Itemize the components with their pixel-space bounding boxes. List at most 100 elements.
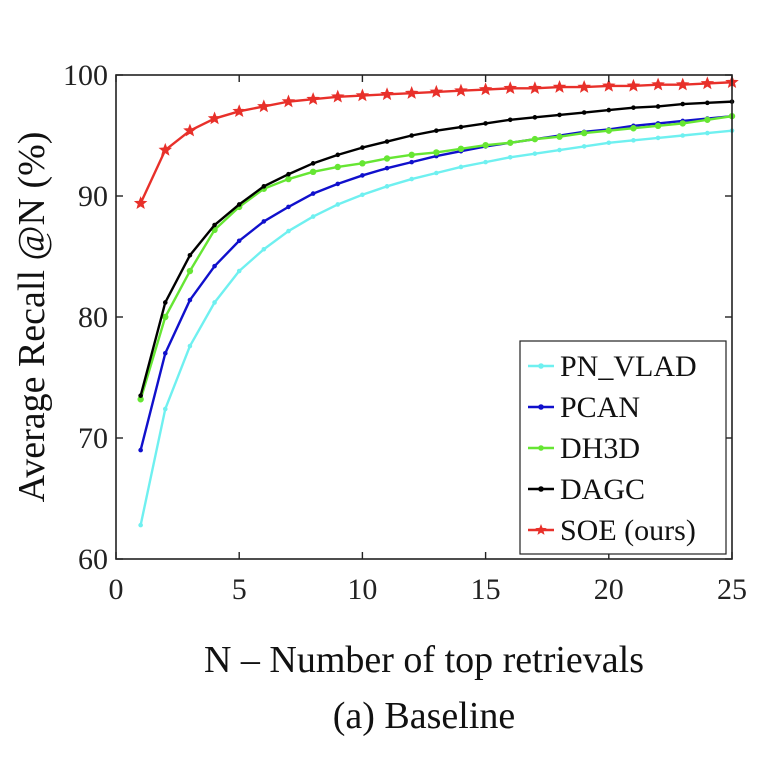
series-point <box>285 175 292 183</box>
series-4 <box>133 75 739 209</box>
series-point <box>261 219 267 224</box>
series-point <box>261 246 267 252</box>
axes: 0 5 10 15 20 25 60 70 80 90 100 <box>63 59 747 606</box>
series-point <box>457 145 465 153</box>
y-tick-label: 90 <box>78 180 108 213</box>
series-point <box>655 104 661 109</box>
series-point <box>602 78 616 92</box>
series-point <box>680 133 686 138</box>
series-point <box>630 125 637 132</box>
series-point <box>309 168 317 175</box>
series-point <box>383 155 391 162</box>
series-point <box>552 80 567 93</box>
series-point <box>187 297 193 303</box>
series-point <box>310 191 316 196</box>
series-point <box>581 110 587 115</box>
series-point <box>557 112 562 118</box>
series-point <box>409 133 414 138</box>
series-point <box>700 76 715 90</box>
series-point <box>281 94 296 108</box>
x-axis-title: N – Number of top retrievals <box>204 639 644 681</box>
series-point <box>507 154 513 160</box>
series-point <box>162 351 168 356</box>
series-point <box>705 130 710 136</box>
legend-swatch-marker <box>538 486 544 492</box>
series-point <box>483 159 488 165</box>
series-point <box>187 343 193 349</box>
series-point <box>606 140 612 146</box>
legend-label: PN_VLAD <box>560 350 697 383</box>
series-point <box>651 77 665 91</box>
series-point <box>138 522 143 528</box>
legend-item: DH3D <box>528 432 640 465</box>
series-point <box>384 139 390 144</box>
plot-frame <box>115 74 733 560</box>
legend: PN_VLAD PCAN DH3D DAGC SOE (ours) <box>519 340 727 555</box>
series-point <box>310 214 316 219</box>
series-point <box>359 160 366 167</box>
legend-box <box>519 340 727 555</box>
series-point <box>434 128 439 133</box>
legend-item: SOE (ours) <box>528 514 696 547</box>
series-point <box>261 184 267 189</box>
series-point <box>531 135 539 143</box>
legend-label: DH3D <box>560 432 640 465</box>
series-point <box>577 80 591 93</box>
series-point <box>478 82 493 96</box>
series-point <box>507 117 513 123</box>
series-point <box>162 300 168 305</box>
series-point <box>528 81 542 95</box>
series-point <box>503 81 517 95</box>
series-point <box>306 92 320 105</box>
legend-label: PCAN <box>560 391 640 424</box>
x-tick-label: 20 <box>594 573 624 606</box>
x-tick-label: 5 <box>232 573 247 606</box>
series-point <box>133 196 148 209</box>
x-tick-label: 10 <box>347 573 377 606</box>
series-point <box>606 107 612 113</box>
series-point <box>335 181 341 187</box>
series-point <box>581 144 587 149</box>
series-point <box>679 120 686 127</box>
series-point <box>556 133 563 140</box>
series-point <box>138 447 143 453</box>
series-point <box>335 202 341 207</box>
series-point <box>380 87 394 101</box>
series-point <box>257 99 271 113</box>
series-point <box>408 151 415 159</box>
series-0 <box>138 128 735 528</box>
series-layer <box>133 75 739 528</box>
series-3 <box>138 99 735 398</box>
series-point <box>236 268 242 274</box>
series-point <box>631 105 636 110</box>
legend-label: DAGC <box>560 473 645 506</box>
series-point <box>654 122 662 130</box>
series-point <box>212 300 217 305</box>
series-point <box>335 152 341 158</box>
series-point <box>429 84 444 98</box>
series-point <box>507 139 514 146</box>
chart-caption: (a) Baseline <box>333 695 516 737</box>
series-point <box>434 170 439 176</box>
series-point <box>409 159 414 165</box>
series-point <box>532 151 538 156</box>
series-point <box>360 145 365 150</box>
series-point <box>355 88 370 102</box>
series-point <box>236 238 242 244</box>
series-point <box>186 267 194 275</box>
series-point <box>137 396 144 403</box>
series-point <box>158 142 173 156</box>
legend-item: DAGC <box>528 473 645 506</box>
series-point <box>162 313 169 321</box>
series-point <box>384 184 390 189</box>
y-tick-label: 60 <box>78 543 108 576</box>
series-point <box>207 111 222 125</box>
series-point <box>286 204 291 210</box>
series-point <box>212 263 217 269</box>
series-point <box>580 129 588 137</box>
x-tick-label: 15 <box>471 573 501 606</box>
series-point <box>360 173 365 178</box>
series-point <box>310 161 316 166</box>
series-point <box>183 123 197 137</box>
